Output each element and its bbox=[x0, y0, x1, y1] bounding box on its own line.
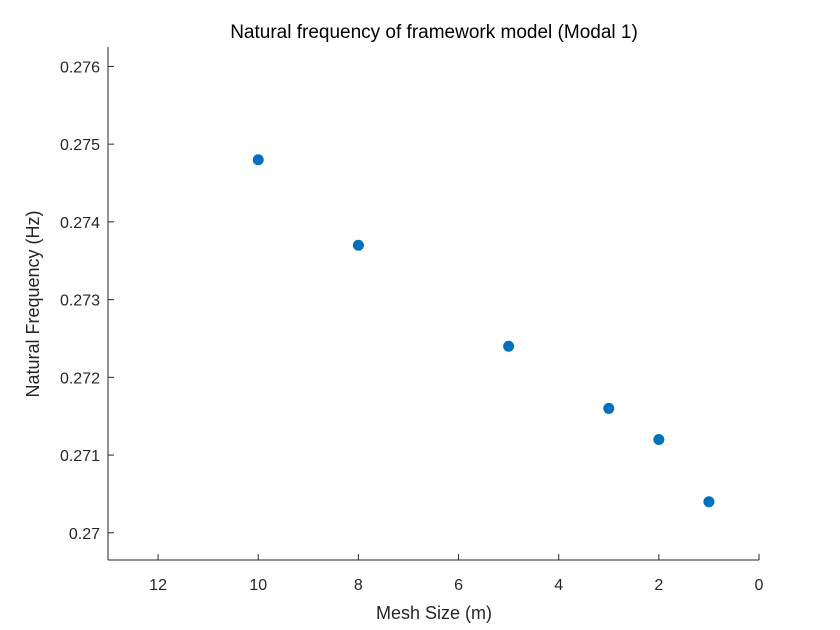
y-tick-label: 0.271 bbox=[60, 448, 100, 465]
data-point bbox=[252, 154, 264, 166]
y-tick-label: 0.272 bbox=[60, 370, 100, 387]
y-tick-label: 0.275 bbox=[60, 137, 100, 154]
data-point bbox=[703, 496, 715, 508]
x-tick-label: 2 bbox=[654, 577, 663, 594]
x-tick-label: 0 bbox=[755, 577, 764, 594]
x-tick-label: 6 bbox=[454, 577, 463, 594]
x-tick-label: 8 bbox=[354, 577, 363, 594]
y-ticks: 0.27 0.271 0.272 0.273 0.274 0.275 0.276 bbox=[60, 59, 114, 543]
data-point bbox=[653, 434, 665, 446]
y-tick-label: 0.27 bbox=[69, 526, 100, 543]
x-tick-label: 10 bbox=[249, 577, 267, 594]
data-point bbox=[352, 239, 364, 251]
x-ticks: 12 10 8 6 4 2 0 bbox=[149, 554, 764, 594]
y-axis-label: Natural Frequency (Hz) bbox=[23, 210, 43, 397]
y-tick-label: 0.273 bbox=[60, 293, 100, 310]
y-tick-label: 0.274 bbox=[60, 215, 100, 232]
y-tick-label: 0.276 bbox=[60, 59, 100, 76]
data-points bbox=[252, 154, 715, 508]
x-axis-label: Mesh Size (m) bbox=[376, 603, 492, 623]
chart-title: Natural frequency of framework model (Mo… bbox=[230, 22, 638, 43]
x-tick-label: 12 bbox=[149, 577, 167, 594]
axes bbox=[107, 47, 759, 561]
data-point bbox=[603, 402, 615, 414]
x-tick-label: 4 bbox=[554, 577, 563, 594]
data-point bbox=[503, 340, 515, 352]
